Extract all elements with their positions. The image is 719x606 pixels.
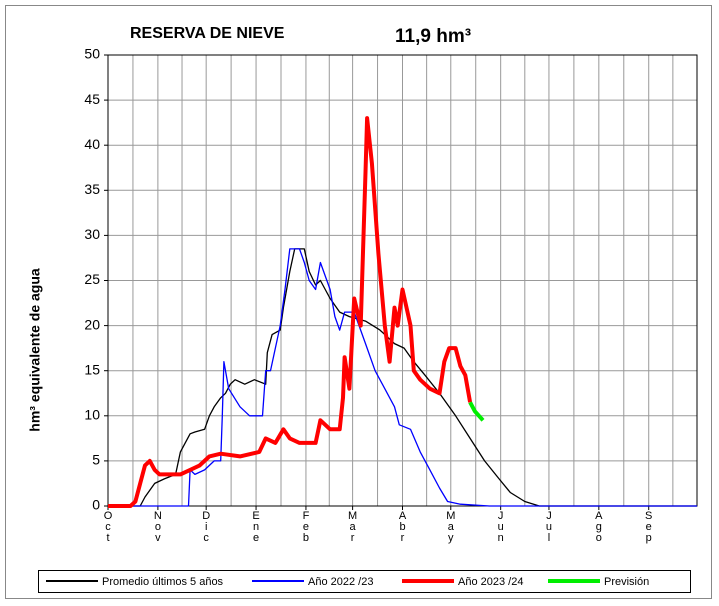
series-line: [108, 248, 697, 507]
y-tick-label: 30: [84, 226, 100, 242]
y-tick-label: 40: [84, 136, 100, 152]
legend-label: Año 2023 /24: [458, 576, 523, 588]
series-line: [108, 248, 697, 507]
y-tick-label: 20: [84, 316, 100, 332]
legend-box: [38, 570, 691, 593]
legend-label: Previsión: [604, 576, 649, 588]
series-line: [108, 116, 473, 508]
chart-subtitle: 11,9 hm³: [395, 26, 471, 47]
series-line: [468, 401, 485, 422]
y-tick-label: 35: [84, 181, 100, 197]
y-tick-label: 5: [92, 452, 100, 468]
y-tick-label: 0: [92, 497, 100, 513]
y-axis-label: hm³ equivalente de agua: [27, 268, 43, 432]
y-tick-label: 45: [84, 91, 100, 107]
y-tick-label: 50: [84, 46, 100, 62]
plot-border: [107, 54, 698, 507]
y-tick-label: 10: [84, 407, 100, 423]
y-tick-label: 15: [84, 361, 100, 377]
legend-label: Año 2022 /23: [308, 576, 373, 588]
legend-label: Promedio últimos 5 años: [102, 576, 224, 588]
chart-title: RESERVA DE NIEVE: [130, 25, 285, 42]
y-tick-label: 25: [84, 271, 100, 287]
